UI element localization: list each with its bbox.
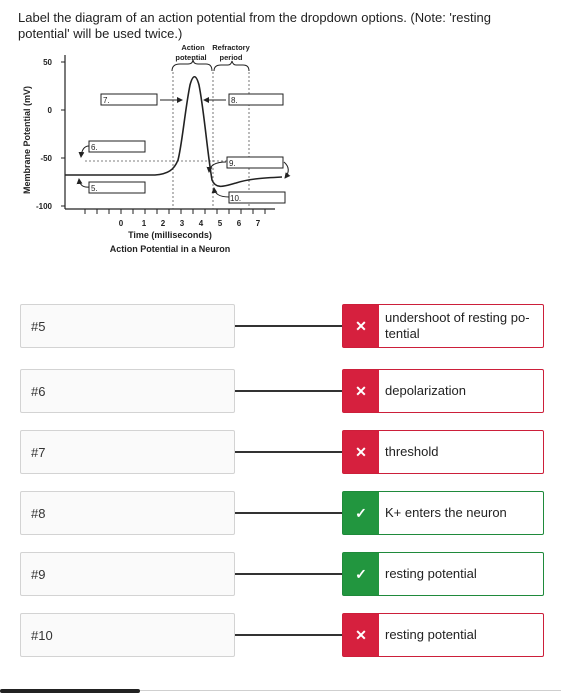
connector-line [235, 634, 342, 636]
prompt-box-10: #10 [20, 613, 235, 657]
answer-dropdown-6[interactable]: ✕ depolarization [342, 369, 544, 413]
correct-icon: ✓ [343, 492, 379, 534]
connector-line [235, 573, 342, 575]
label-box-8 [228, 93, 284, 106]
answer-row-5: #5 ✕ undershoot of resting po-tential [0, 304, 561, 348]
answer-dropdown-9[interactable]: ✓ resting potential [342, 552, 544, 596]
prompt-box-7: #7 [20, 430, 235, 474]
action-potential-curve [65, 75, 283, 188]
instructions-text: Label the diagram of an action potential… [18, 10, 491, 41]
x-axis-ticks [84, 209, 266, 214]
bottom-divider [140, 690, 561, 691]
prompt-label: #8 [31, 506, 46, 521]
diagram-caption: Action Potential in a Neuron [110, 244, 231, 254]
answer-dropdown-10[interactable]: ✕ resting potential [342, 613, 544, 657]
connector-line [235, 390, 342, 392]
diagram-svg: Membrane Potential (mV) 50 0 -50 -100 0 … [22, 43, 291, 254]
prompt-label: #10 [31, 628, 53, 643]
prompt-box-8: #8 [20, 491, 235, 535]
label-box-9 [226, 156, 284, 169]
incorrect-icon: ✕ [343, 431, 379, 473]
x-tick-label: 2 [161, 219, 166, 228]
connector-line [235, 512, 342, 514]
prompt-box-6: #6 [20, 369, 235, 413]
x-axis-label: Time (milliseconds) [128, 230, 212, 240]
answer-text: K+ enters the neuron [385, 505, 507, 520]
answer-text: undershoot of resting po-tential [385, 310, 530, 341]
answer-text: depolarization [385, 383, 466, 398]
refractory-period-brace [213, 60, 250, 72]
y-tick-label: -50 [40, 154, 52, 163]
prompt-label: #7 [31, 445, 46, 460]
x-tick-label: 0 [119, 219, 124, 228]
answer-dropdown-8[interactable]: ✓ K+ enters the neuron [342, 491, 544, 535]
y-tick-label: -100 [36, 202, 53, 211]
answer-dropdown-5[interactable]: ✕ undershoot of resting po-tential [342, 304, 544, 348]
answer-row-8: #8 ✓ K+ enters the neuron [0, 491, 561, 535]
correct-icon: ✓ [343, 553, 379, 595]
answer-row-6: #6 ✕ depolarization [0, 369, 561, 413]
action-potential-brace [171, 58, 213, 72]
scroll-indicator[interactable] [0, 689, 140, 693]
action-potential-diagram: Membrane Potential (mV) 50 0 -50 -100 0 … [0, 0, 561, 260]
x-tick-label: 3 [180, 219, 185, 228]
connector-line [235, 451, 342, 453]
y-axis-label: Membrane Potential (mV) [22, 86, 32, 194]
action-potential-label: Action [181, 43, 205, 52]
label-box-6-number: 6. [91, 143, 98, 152]
answer-text: threshold [385, 444, 439, 459]
action-potential-label: potential [175, 53, 206, 62]
label-box-10-number: 10. [230, 194, 241, 203]
answer-dropdown-7[interactable]: ✕ threshold [342, 430, 544, 474]
x-tick-label: 1 [142, 219, 147, 228]
x-tick-label: 5 [218, 219, 223, 228]
label-box-7-number: 7. [103, 96, 110, 105]
answer-text: resting potential [385, 627, 477, 642]
x-tick-label: 6 [237, 219, 242, 228]
label-box-7 [100, 93, 158, 106]
y-tick-label: 50 [43, 58, 52, 67]
connector-line [235, 325, 342, 327]
prompt-box-5: #5 [20, 304, 235, 348]
answer-row-9: #9 ✓ resting potential [0, 552, 561, 596]
incorrect-icon: ✕ [343, 305, 379, 347]
answer-row-7: #7 ✕ threshold [0, 430, 561, 474]
prompt-label: #5 [31, 319, 46, 334]
label-box-9-number: 9. [229, 159, 236, 168]
incorrect-icon: ✕ [343, 614, 379, 656]
label-box-5-number: 5. [91, 184, 98, 193]
diagram-arrows [76, 97, 291, 198]
incorrect-icon: ✕ [343, 370, 379, 412]
answer-row-10: #10 ✕ resting potential [0, 613, 561, 657]
x-tick-label: 7 [256, 219, 261, 228]
x-tick-label: 4 [199, 219, 204, 228]
label-box-8-number: 8. [231, 96, 238, 105]
prompt-label: #9 [31, 567, 46, 582]
answer-text: resting potential [385, 566, 477, 581]
y-tick-label: 0 [48, 106, 53, 115]
refractory-period-label: Refractory [212, 43, 250, 52]
prompt-box-9: #9 [20, 552, 235, 596]
refractory-period-label: period [220, 53, 243, 62]
prompt-label: #6 [31, 384, 46, 399]
